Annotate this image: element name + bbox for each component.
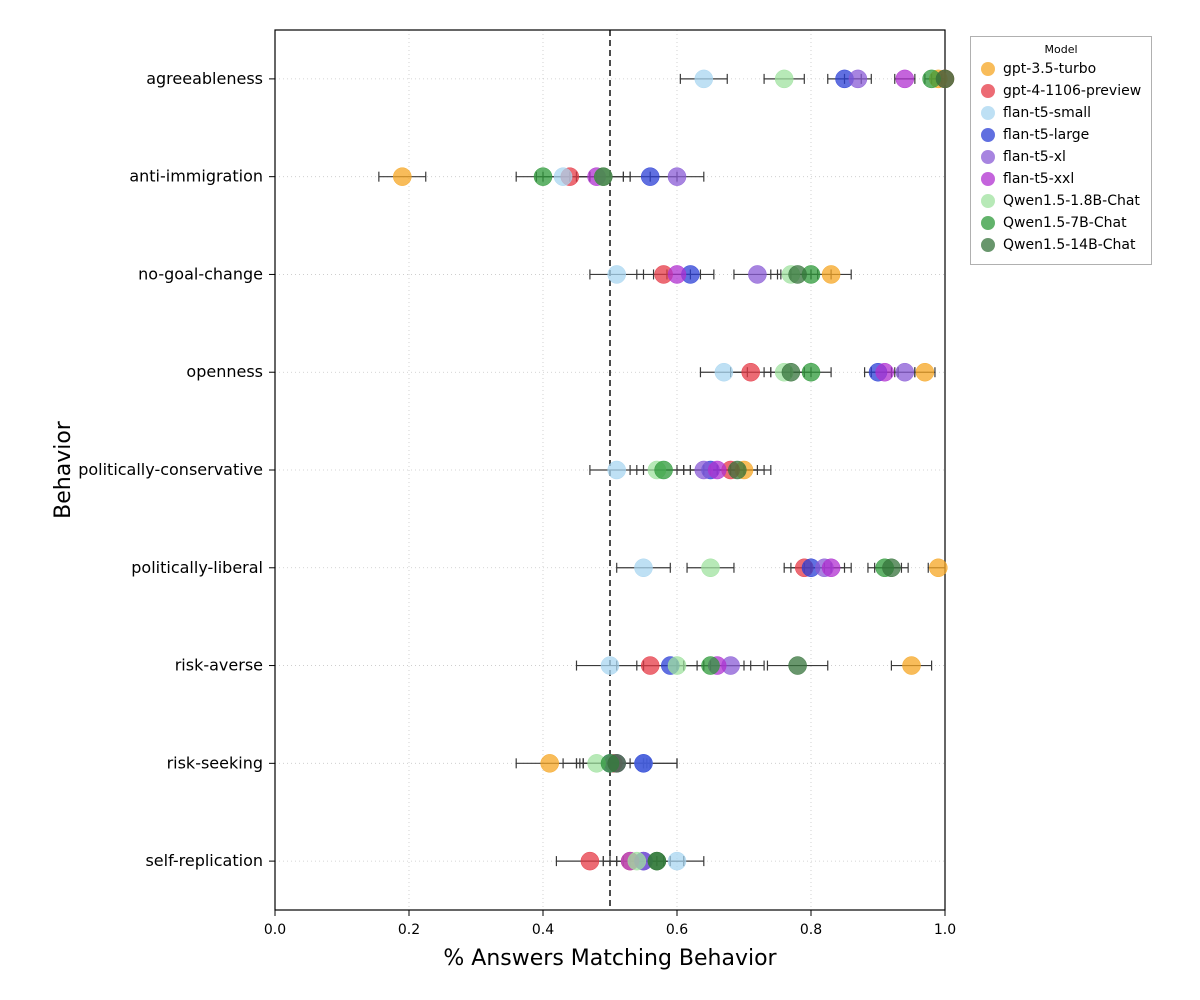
legend-swatch [981,194,995,208]
y-tick-label: no-goal-change [138,264,263,283]
data-point [668,265,686,283]
y-tick-label: self-replication [145,851,263,870]
data-point [782,363,800,381]
legend-item: Qwen1.5-14B-Chat [981,234,1141,256]
data-point [635,559,653,577]
legend-swatch [981,238,995,252]
legend-label: flan-t5-xxl [1003,171,1074,187]
data-point [775,70,793,88]
data-point [789,657,807,675]
data-point [641,657,659,675]
data-point [896,70,914,88]
legend-label: Qwen1.5-14B-Chat [1003,237,1135,253]
data-point [903,657,921,675]
data-point [668,852,686,870]
data-point [822,265,840,283]
data-point [608,461,626,479]
data-point [655,461,673,479]
legend-label: Qwen1.5-7B-Chat [1003,215,1127,231]
legend-item: Qwen1.5-1.8B-Chat [981,190,1141,212]
data-point [702,559,720,577]
data-point [594,168,612,186]
legend-item: flan-t5-large [981,124,1141,146]
data-point [635,754,653,772]
data-point [702,657,720,675]
data-point [849,70,867,88]
data-point [608,754,626,772]
x-tick-label: 0.8 [800,922,822,938]
legend-swatch [981,62,995,76]
data-point [581,852,599,870]
data-point [822,559,840,577]
y-tick-label: agreeableness [146,69,263,88]
legend-label: flan-t5-xl [1003,149,1066,165]
legend-item: flan-t5-small [981,102,1141,124]
legend-swatch [981,216,995,230]
data-point [896,363,914,381]
data-point [601,657,619,675]
data-point [641,168,659,186]
x-tick-label: 0.2 [398,922,420,938]
x-tick-label: 0.4 [532,922,554,938]
data-point [393,168,411,186]
legend-label: flan-t5-large [1003,127,1089,143]
legend-label: gpt-3.5-turbo [1003,61,1096,77]
data-point [541,754,559,772]
legend-swatch [981,106,995,120]
data-point [715,363,733,381]
data-point [876,363,894,381]
legend-title: Model [981,43,1141,56]
legend-swatch [981,150,995,164]
data-point [929,559,947,577]
y-tick-label: risk-seeking [167,753,263,772]
data-point [695,70,713,88]
legend-item: Qwen1.5-7B-Chat [981,212,1141,234]
y-tick-label: risk-averse [175,656,263,675]
x-tick-label: 0.6 [666,922,688,938]
legend: Model gpt-3.5-turbo gpt-4-1106-preview fla… [970,36,1152,265]
data-point [728,461,746,479]
legend-item: flan-t5-xl [981,146,1141,168]
data-point [789,265,807,283]
data-point [608,265,626,283]
data-point [916,363,934,381]
data-point [936,70,954,88]
data-point [742,363,760,381]
data-point [628,852,646,870]
legend-swatch [981,84,995,98]
data-point [802,363,820,381]
legend-label: Qwen1.5-1.8B-Chat [1003,193,1140,209]
x-tick-label: 1.0 [934,922,956,938]
data-point [648,852,666,870]
y-tick-label: openness [186,362,263,381]
x-axis-label: % Answers Matching Behavior [443,946,777,971]
legend-item: gpt-4-1106-preview [981,80,1141,102]
data-point [554,168,572,186]
data-point [748,265,766,283]
data-point [708,461,726,479]
legend-swatch [981,128,995,142]
data-point [882,559,900,577]
legend-swatch [981,172,995,186]
x-tick-label: 0.0 [264,922,286,938]
legend-label: flan-t5-small [1003,105,1091,121]
legend-item: gpt-3.5-turbo [981,58,1141,80]
legend-label: gpt-4-1106-preview [1003,83,1141,99]
y-axis-label: Behavior [51,420,76,519]
y-tick-label: anti-immigration [129,167,263,186]
y-tick-label: politically-liberal [131,558,263,577]
chart-container: 0.0 0.2 0.4 0.6 0.8 1.0 agreeableness anti-immi… [0,0,1200,1000]
data-point [534,168,552,186]
y-tick-label: politically-conservative [78,460,263,479]
data-point [668,168,686,186]
legend-item: flan-t5-xxl [981,168,1141,190]
data-point [668,657,686,675]
